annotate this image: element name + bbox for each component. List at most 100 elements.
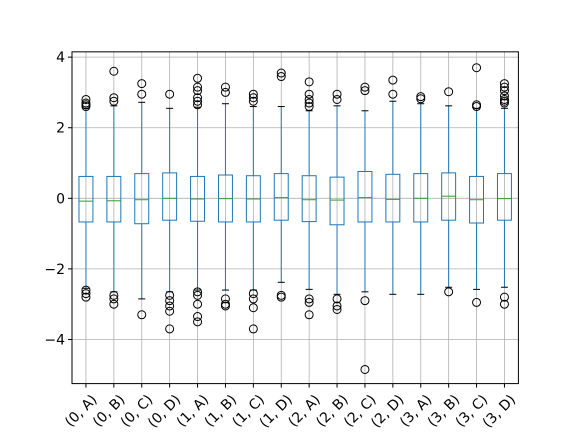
outlier-point — [81, 98, 91, 108]
outlier-point — [220, 87, 230, 97]
outlier-point — [193, 290, 203, 300]
outlier-point — [193, 100, 203, 110]
outlier-point — [165, 296, 175, 306]
outlier-point — [472, 63, 482, 73]
box-body — [385, 173, 401, 223]
outlier-point — [109, 66, 119, 76]
outlier-point — [416, 92, 426, 102]
outlier-point — [499, 91, 509, 101]
outlier-point — [248, 289, 258, 299]
outlier-point — [332, 301, 342, 311]
box-6 — [217, 82, 233, 311]
box-body — [273, 173, 289, 221]
y-tick-label: 4 — [56, 50, 65, 66]
outlier-point — [499, 299, 509, 309]
outlier-point — [137, 79, 147, 89]
box-15 — [469, 63, 485, 307]
outlier-point — [416, 94, 426, 104]
outlier-point — [499, 94, 509, 104]
outlier-point — [248, 294, 258, 304]
outlier-point — [332, 94, 342, 104]
outlier-point — [248, 303, 258, 313]
box-9 — [301, 77, 317, 320]
box-body — [106, 175, 122, 223]
box-11 — [357, 82, 373, 374]
outlier-point — [220, 294, 230, 304]
box-14 — [441, 87, 457, 297]
box-4 — [162, 89, 178, 334]
y-tick-label: 0 — [56, 191, 65, 207]
outlier-point — [304, 77, 314, 87]
outlier-point — [360, 82, 370, 92]
y-tick-label: 2 — [56, 121, 65, 137]
outlier-point — [81, 292, 91, 302]
outlier-point — [193, 73, 203, 83]
outlier-point — [220, 82, 230, 92]
outlier-point — [248, 96, 258, 106]
outlier-point — [304, 310, 314, 320]
outlier-point — [472, 100, 482, 110]
outlier-point — [332, 304, 342, 314]
outlier-point — [193, 86, 203, 96]
box-body — [301, 175, 317, 223]
outlier-point — [109, 299, 119, 309]
outlier-point — [193, 317, 203, 327]
box-7 — [245, 89, 261, 334]
outlier-point — [165, 290, 175, 300]
box-body — [78, 175, 94, 223]
outlier-point — [388, 75, 398, 85]
outlier-point — [165, 324, 175, 334]
box-body — [413, 173, 429, 223]
outlier-point — [499, 79, 509, 89]
box-body — [162, 172, 178, 221]
outlier-point — [444, 287, 454, 297]
outlier-point — [193, 312, 203, 322]
box-5 — [190, 73, 206, 327]
box-8 — [273, 68, 289, 302]
outlier-point — [304, 94, 314, 104]
outlier-point — [360, 364, 370, 374]
outlier-point — [444, 87, 454, 97]
outlier-point — [276, 68, 286, 78]
outlier-point — [220, 301, 230, 311]
outlier-point — [248, 89, 258, 99]
outlier-point — [499, 86, 509, 96]
y-tick-label: −2 — [44, 262, 65, 278]
outlier-point — [304, 89, 314, 99]
boxes — [78, 63, 512, 374]
box-13 — [413, 92, 429, 295]
outlier-point — [360, 86, 370, 96]
outlier-point — [193, 96, 203, 106]
outlier-point — [193, 93, 203, 103]
outlier-point — [332, 89, 342, 99]
outlier-point — [304, 102, 314, 112]
outlier-point — [304, 297, 314, 307]
outlier-point — [360, 296, 370, 306]
outlier-point — [165, 306, 175, 316]
outlier-point — [165, 301, 175, 311]
outlier-point — [137, 310, 147, 320]
outlier-point — [165, 89, 175, 99]
outlier-point — [332, 294, 342, 304]
outlier-point — [248, 324, 258, 334]
box-16 — [496, 79, 512, 309]
y-tick-label: −4 — [44, 332, 65, 348]
outlier-point — [81, 289, 91, 299]
outlier-point — [499, 292, 509, 302]
box-2 — [106, 66, 122, 309]
outlier-point — [81, 285, 91, 295]
outlier-point — [193, 299, 203, 309]
outlier-point — [137, 89, 147, 99]
outlier-point — [109, 93, 119, 103]
outlier-point — [193, 82, 203, 92]
plot-frame — [71, 51, 519, 385]
outlier-point — [388, 89, 398, 99]
box-body — [329, 176, 345, 226]
box-3 — [134, 79, 150, 320]
outlier-point — [81, 94, 91, 104]
box-body — [496, 173, 512, 221]
outlier-point — [276, 72, 286, 82]
outlier-point — [304, 98, 314, 108]
box-12 — [385, 75, 401, 295]
